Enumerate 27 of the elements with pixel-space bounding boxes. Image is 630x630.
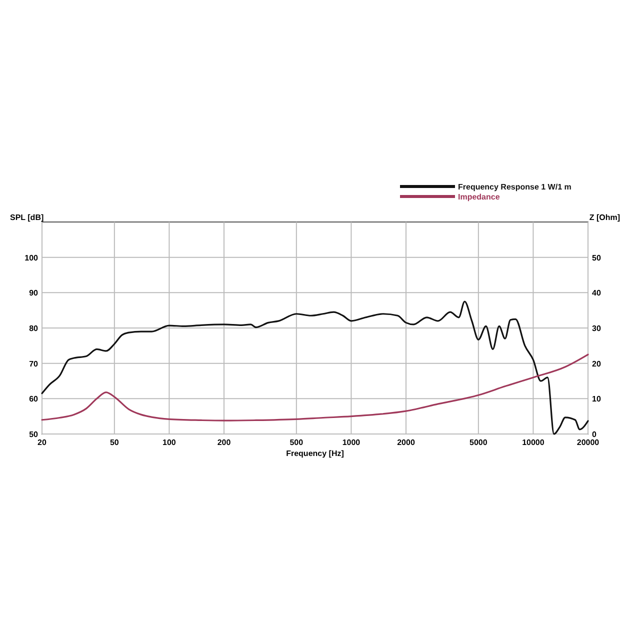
- y-tick-label: 60: [29, 394, 39, 404]
- text: Impedance: [458, 192, 500, 202]
- y2-tick-label: 10: [592, 394, 602, 404]
- y2-tick-label: 50: [592, 253, 602, 262]
- y2-tick-label: 20: [592, 359, 602, 368]
- x-tick-label: 500: [290, 438, 304, 447]
- y-axis-title: SPL [dB]: [10, 213, 44, 222]
- y2-tick-label: 40: [592, 288, 602, 298]
- x-tick-label: 50: [110, 438, 120, 447]
- y-tick-label: 100: [24, 253, 39, 262]
- y2-axis-title: Z [Ohm]: [589, 213, 620, 222]
- x-tick-label: 20: [38, 438, 47, 447]
- x-tick-label: 10000: [522, 438, 545, 447]
- x-tick-label: 200: [217, 438, 232, 447]
- y-tick-label: 90: [29, 288, 39, 298]
- x-tick-label: 5000: [470, 438, 488, 447]
- x-tick-label: 1000: [342, 438, 361, 447]
- y-tick-label: 50: [29, 430, 39, 439]
- x-axis-title: Frequency [Hz]: [286, 449, 344, 458]
- x-tick-label: 100: [162, 438, 176, 447]
- x-tick-label: 20000: [576, 438, 600, 447]
- text: Frequency Response 1 W/1 m: [458, 182, 572, 192]
- y2-tick-label: 0: [592, 430, 597, 439]
- y-tick-label: 70: [29, 359, 39, 368]
- y-tick-label: 80: [29, 324, 39, 333]
- y2-tick-label: 30: [592, 324, 602, 333]
- x-tick-label: 2000: [397, 438, 416, 447]
